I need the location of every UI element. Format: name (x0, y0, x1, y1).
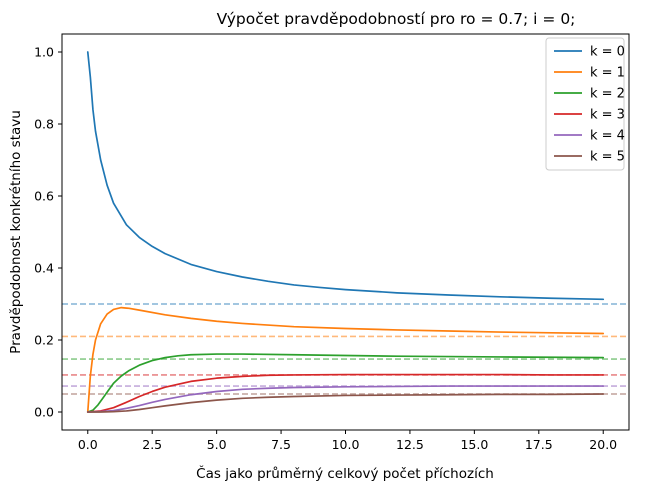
x-tick-label-4: 10.0 (332, 437, 360, 452)
legend-label-3: k = 3 (590, 108, 625, 123)
legend-label-0: k = 0 (590, 45, 625, 60)
series-line-2 (86, 353, 605, 413)
legend-label-1: k = 1 (590, 66, 625, 81)
x-tick-label-8: 20.0 (589, 437, 617, 452)
y-tick-label-4: 0.8 (34, 117, 54, 132)
y-axis-label: Pravděpodobnost konkrétního stavu (8, 110, 24, 354)
y-tick-label-0: 0.0 (34, 405, 54, 420)
legend-box (545, 37, 625, 171)
x-tick-label-5: 12.5 (396, 437, 424, 452)
plot-area (62, 51, 629, 413)
series-line-1 (86, 306, 605, 413)
legend: k = 0 k = 1 k = 2 k = 3 k = 4 k = 5 (545, 37, 625, 171)
series-line-4 (86, 385, 605, 413)
x-tick-label-3: 7.5 (271, 437, 291, 452)
series-line-0 (86, 51, 605, 301)
x-tick-label-7: 17.5 (525, 437, 553, 452)
chart-title: Výpočet pravděpodobností pro ro = 0.7; i… (217, 10, 576, 28)
x-tick-label-6: 15.0 (460, 437, 488, 452)
y-tick-label-2: 0.4 (34, 261, 54, 276)
x-axis-label: Čas jako průměrný celkový počet příchozí… (196, 464, 494, 482)
series-line-3 (86, 373, 605, 413)
legend-label-5: k = 5 (590, 150, 625, 165)
y-tick-label-3: 0.6 (34, 189, 54, 204)
y-tick-label-1: 0.2 (34, 333, 54, 348)
series-line-5 (86, 393, 605, 413)
x-tick-label-0: 0.0 (78, 437, 98, 452)
y-tick-label-5: 1.0 (34, 45, 54, 60)
legend-label-4: k = 4 (590, 129, 625, 144)
x-tick-label-2: 5.0 (207, 437, 227, 452)
axes: 0.0 2.5 5.0 7.5 10.0 12.5 15.0 17.5 20.0 0.0 0.2 0.… (34, 45, 617, 453)
x-tick-label-1: 2.5 (142, 437, 162, 452)
legend-label-2: k = 2 (590, 87, 625, 102)
